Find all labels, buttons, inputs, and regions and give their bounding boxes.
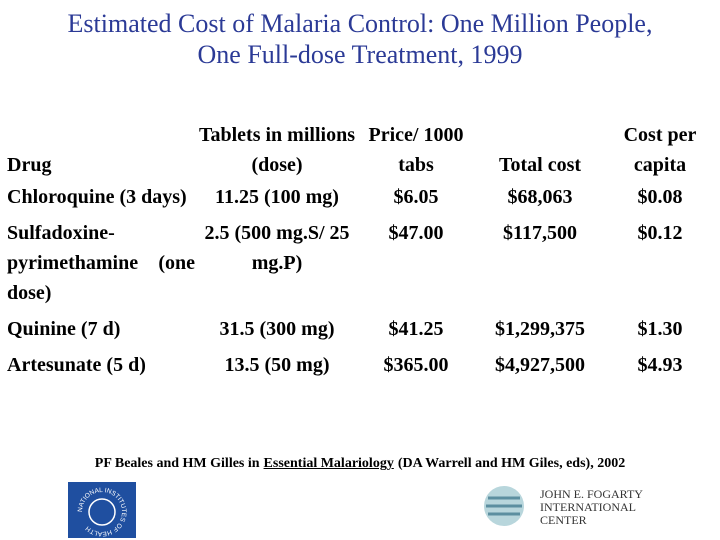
table-cell: $4.93 [637,354,683,376]
table-row: Artesunate (5 d) 13.5 (50 mg) $365.00 $4,92… [5,350,715,386]
cost-table: Drug Tablets in millions (dose) Price/ 100… [5,76,715,386]
logo-text: INTERNATIONAL [540,500,636,514]
header-row: Drug Tablets in millions (dose) Price/ 100… [5,76,715,182]
header-cell: Drug [7,154,52,176]
table-cell: Chloroquine (3 days) [7,186,187,208]
table-cell: $68,063 [507,186,573,208]
fogarty-logo: JOHN E. FOGARTY INTERNATIONAL CENTER [484,486,643,527]
table-cell: 13.5 (50 mg) [224,354,330,376]
logo-ring [88,498,116,526]
header-cell: Tablets in millions (dose) [199,124,355,176]
globe-lines [486,496,522,516]
table-row: Quinine (7 d) 31.5 (300 mg) $41.25 $1,299,3… [5,314,715,350]
title-line: One Full-dose Treatment, 1999 [197,40,523,69]
header-cell: Total cost [498,154,582,176]
table-cell: $117,500 [503,222,577,244]
citation-text: PF Beales and HM Gilles in [94,456,260,471]
header-cell: Cost per capita [623,124,697,176]
table-cell: $0.08 [637,186,683,208]
table-cell: $1,299,375 [495,318,585,340]
citation-text: (DA Warrell and HM Giles, eds), 2002 [397,456,626,471]
logo-bg [68,482,136,538]
table-cell: Sulfadoxine-pyrimethamine (one dose) [7,222,195,304]
citation: PF Beales and HM Gilles in Essential Mala… [0,456,720,472]
table-cell: Quinine (7 d) [7,318,121,340]
logo-text: JOHN E. FOGARTY [540,487,643,501]
table-row: Sulfadoxine-pyrimethamine (one dose) 2.5 … [5,218,715,314]
table-cell: $0.12 [637,222,683,244]
table-row: Chloroquine (3 days) 11.25 (100 mg) $6.05 $… [5,182,715,218]
citation-book: Essential Malariology [263,456,394,471]
logo-text: CENTER [540,513,587,527]
table-cell: $47.00 [388,222,444,244]
nih-logo: NATIONAL INSTITUTES OF HEALTH [68,482,136,538]
table-cell: $365.00 [383,354,449,376]
table-cell: Artesunate (5 d) [7,354,146,376]
header-cell: Price/ 1000 tabs [368,124,464,176]
table-cell: $41.25 [388,318,444,340]
title-line: Estimated Cost of Malaria Control: One M… [67,9,653,38]
table-cell: $6.05 [393,186,439,208]
table-cell: 11.25 (100 mg) [215,186,339,208]
table-cell: 31.5 (300 mg) [219,318,335,340]
title: Estimated Cost of Malaria Control: One M… [0,8,720,70]
table-cell: $1.30 [637,318,683,340]
table-cell: 2.5 (500 mg.S/ 25 mg.P) [204,222,350,274]
table-cell: $4,927,500 [495,354,585,376]
